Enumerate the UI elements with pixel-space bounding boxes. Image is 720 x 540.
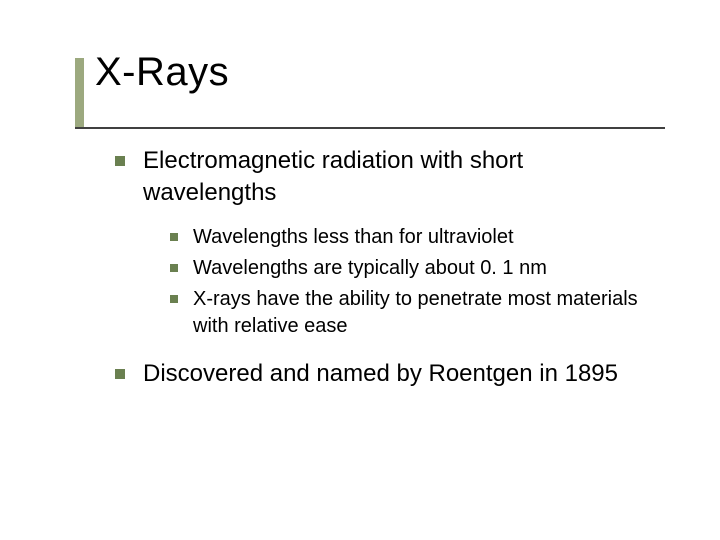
list-item: X-rays have the ability to penetrate mos…: [170, 286, 660, 340]
list-item: Wavelengths less than for ultraviolet: [170, 224, 660, 251]
subpoint-text: Wavelengths are typically about 0. 1 nm: [193, 255, 547, 282]
bullet-icon: [170, 264, 178, 272]
point-text: Discovered and named by Roentgen in 1895: [143, 358, 618, 390]
sub-list: Wavelengths less than for ultraviolet Wa…: [170, 224, 660, 340]
slide: X-Rays Electromagnetic radiation with sh…: [0, 0, 720, 540]
point-text: Electromagnetic radiation with short wav…: [143, 145, 660, 210]
slide-title: X-Rays: [95, 50, 660, 95]
subpoint-text: Wavelengths less than for ultraviolet: [193, 224, 514, 251]
bullet-icon: [115, 369, 125, 379]
subpoint-text: X-rays have the ability to penetrate mos…: [193, 286, 660, 340]
list-item: Electromagnetic radiation with short wav…: [115, 145, 660, 210]
bullet-icon: [115, 156, 125, 166]
list-item: Discovered and named by Roentgen in 1895: [115, 358, 660, 390]
bullet-icon: [170, 233, 178, 241]
list-item: Wavelengths are typically about 0. 1 nm: [170, 255, 660, 282]
accent-bar: [75, 58, 84, 128]
content-area: Electromagnetic radiation with short wav…: [115, 145, 660, 390]
title-underline: [75, 127, 665, 129]
bullet-icon: [170, 295, 178, 303]
